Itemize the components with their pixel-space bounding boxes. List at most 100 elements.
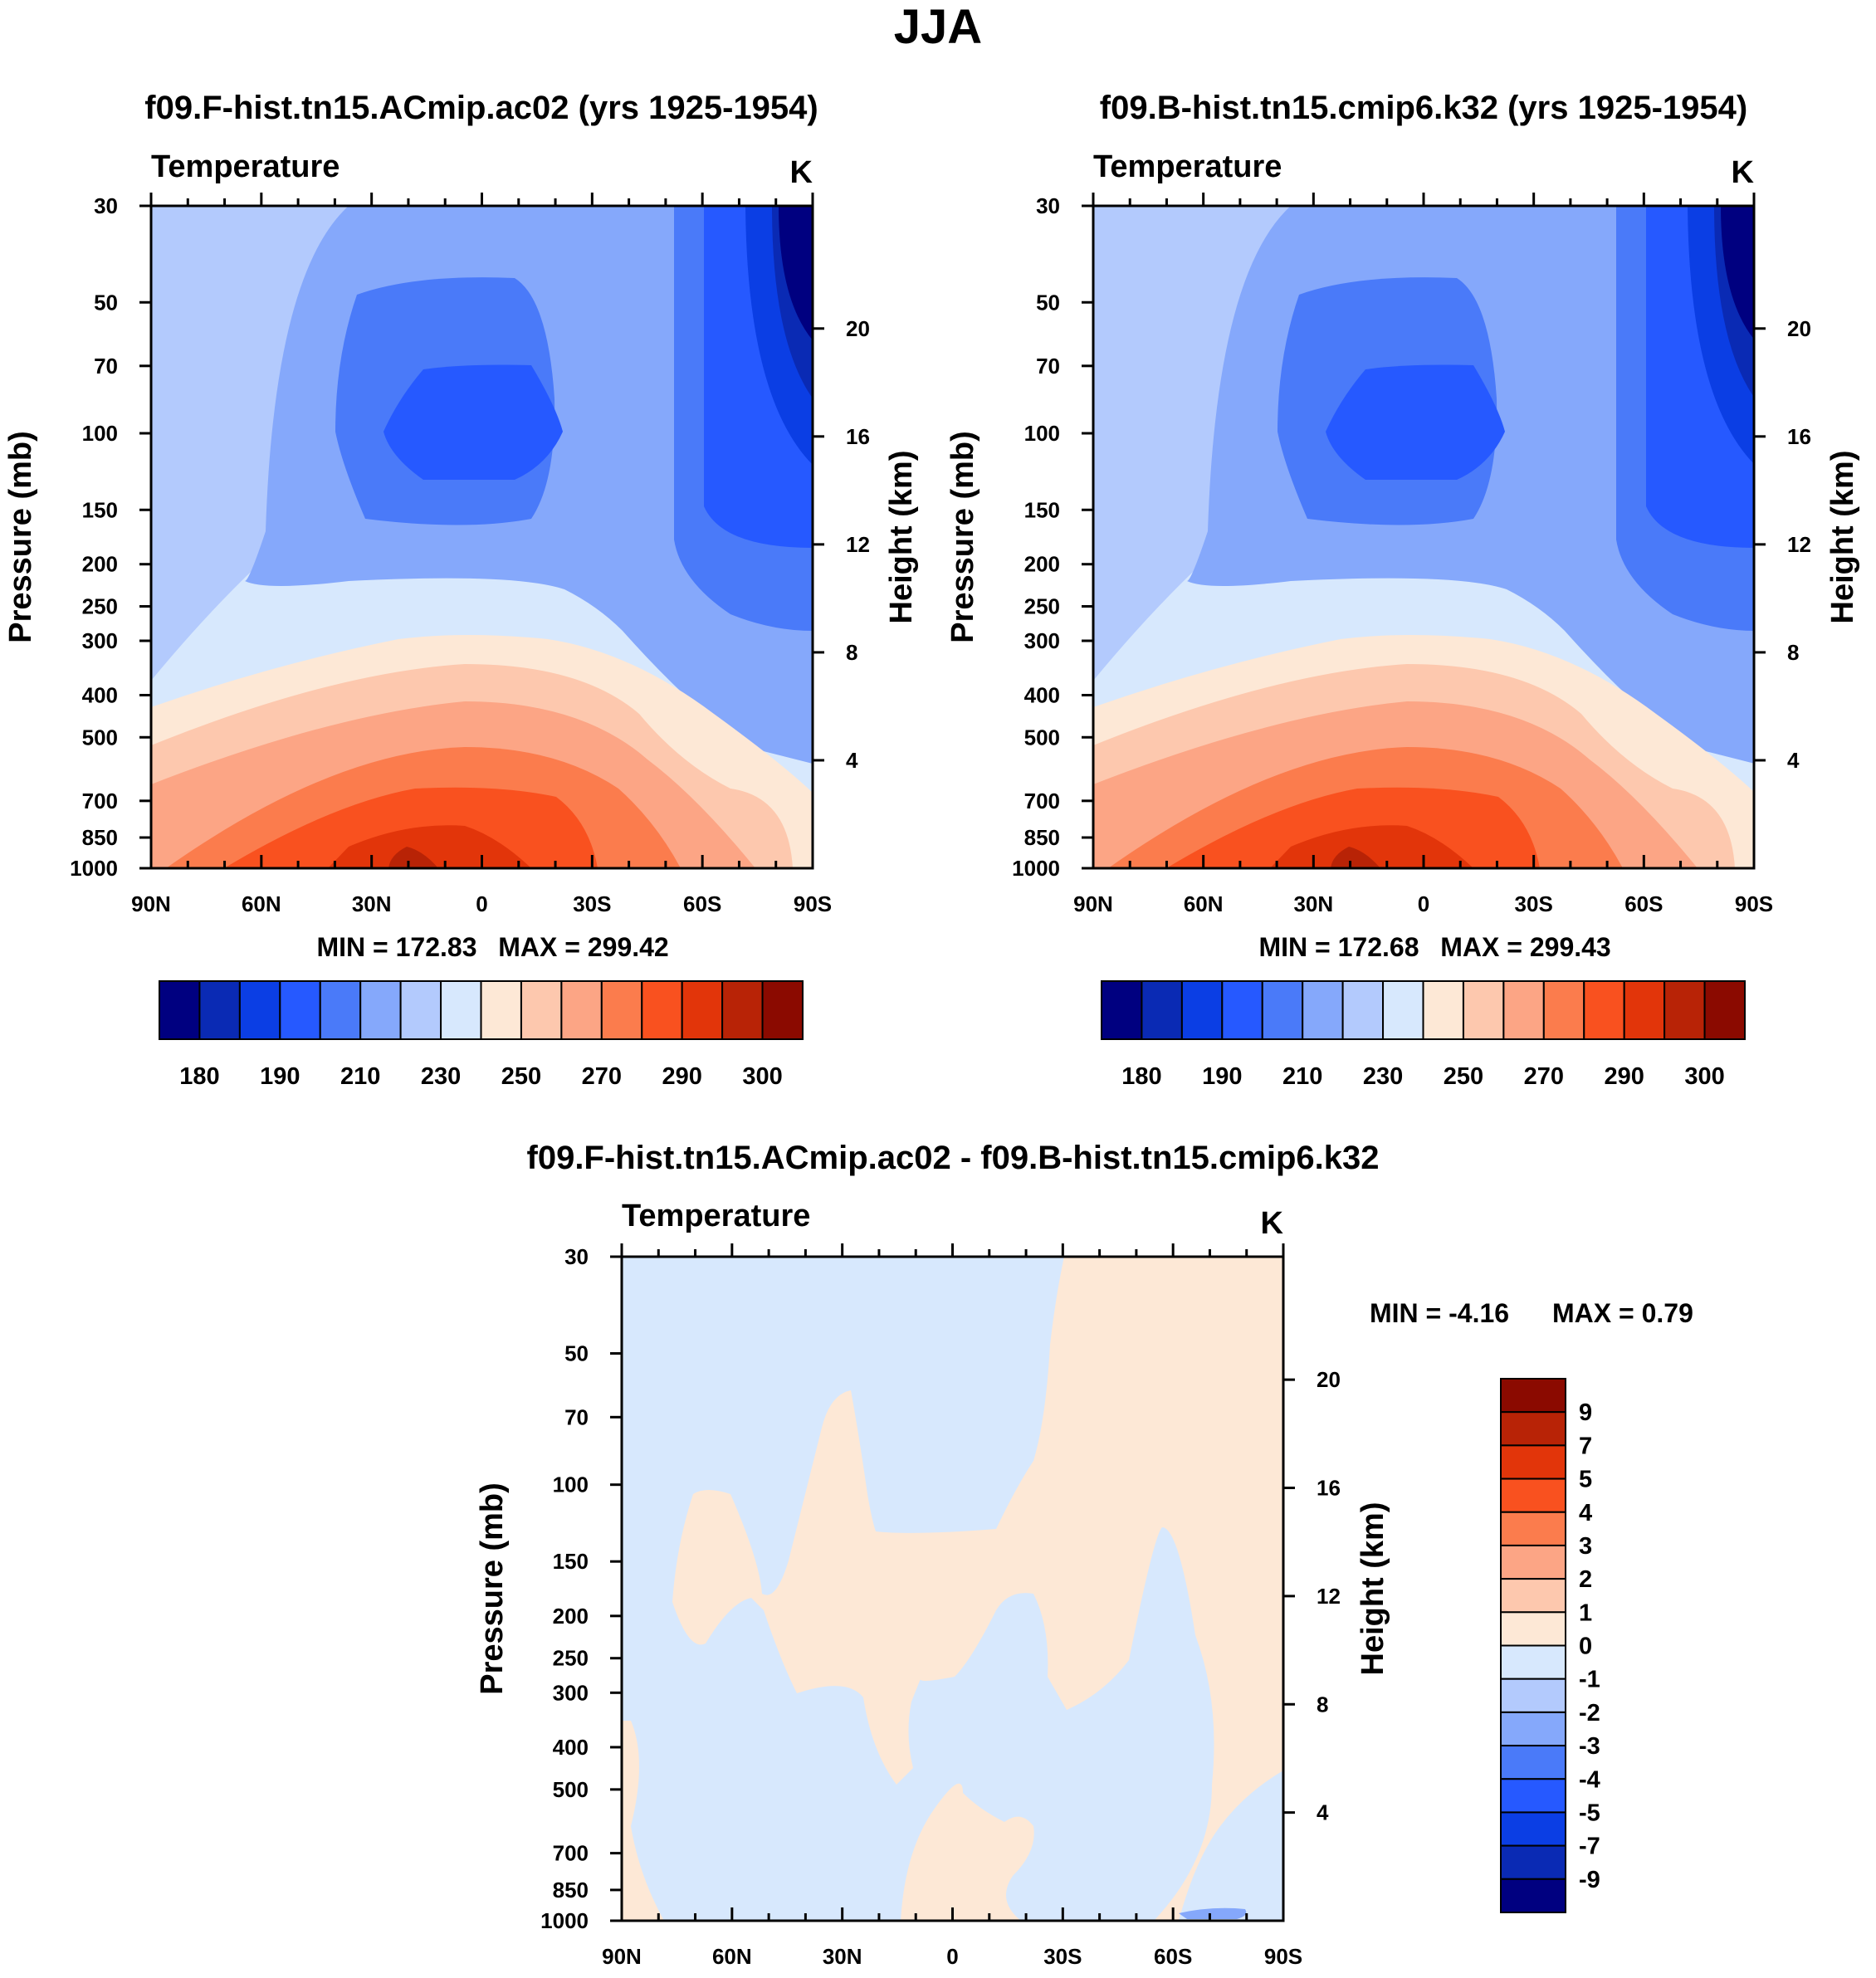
colorbar-swatch [1500,1444,1566,1480]
x-tick-label: 0 [946,1944,958,1969]
y2-tick-label: 20 [1787,316,1811,341]
y2-tick-label: 12 [1317,1584,1341,1609]
colorbar-swatch [1500,1544,1566,1580]
y-ticks: 30 50 70 100 150 200 250 300 400 500 700 850 1000 [540,1244,622,1933]
contour-field [1093,206,1754,868]
colorbar-swatch [600,980,643,1040]
x-tick-label: 0 [476,891,487,916]
y-tick-label: 300 [1024,628,1060,653]
y-tick-label: 700 [553,1841,589,1866]
colorbar-swatch [1500,1878,1566,1913]
y2-axis-title: Height (km) [884,451,919,624]
colorbar-label: 190 [260,1063,300,1090]
colorbar-swatch [681,980,724,1040]
max-label: MAX = 299.43 [1440,932,1610,962]
colorbar-label: 210 [1282,1063,1322,1090]
contour-field [151,206,813,868]
y2-tick-label: 20 [846,316,870,341]
colorbar-swatch [1542,980,1585,1040]
y-tick-label: 30 [94,193,118,218]
colorbar-label: 230 [1363,1063,1403,1090]
x-tick-label: 30S [1043,1944,1082,1969]
colorbar-label: 180 [1121,1063,1161,1090]
colorbar-swatch [159,980,201,1040]
contour-shapes [622,1257,1283,1921]
colorbar-swatch [1500,1678,1566,1713]
contour-shapes [1093,206,1754,868]
x-tick-label: 60S [683,891,721,916]
colorbar-swatch [1500,1711,1566,1747]
colorbar-label: 270 [1524,1063,1564,1090]
y2-tick-label: 4 [846,748,858,773]
x-tick-label: 90S [794,891,832,916]
colorbar-swatch [1502,980,1545,1040]
contour-shapes [151,206,813,868]
colorbar: 9 7 5 4 3 2 1 0 -1 -2 -3 -4 -5 -7 -9 [1500,1378,1600,1913]
y-tick-label: 1000 [70,856,118,881]
x-tick-label: 30N [352,891,392,916]
y2-tick-label: 12 [1787,532,1811,557]
colorbar-swatch [1382,980,1424,1040]
min-label: MIN = -4.16 [1370,1298,1509,1328]
min-label: MIN = 172.83 [317,932,477,962]
y-tick-label: 250 [553,1646,589,1671]
y-tick-label: 200 [82,552,118,577]
y-tick-label: 30 [564,1244,589,1269]
y-tick-label: 700 [82,789,118,813]
colorbar-label: 0 [1579,1634,1592,1660]
colorbar-swatch [1663,980,1706,1040]
colorbar-swatch [1703,980,1746,1040]
colorbar-swatch [641,980,683,1040]
y2-tick-label: 8 [1317,1692,1328,1717]
y2-tick-label: 16 [1317,1476,1341,1501]
x-tick-label: 90N [1073,891,1113,916]
x-tick-label: 60N [1184,891,1224,916]
colorbar-label: -4 [1579,1766,1600,1793]
figure-title: JJA [894,0,982,54]
colorbar-swatch [1500,1811,1566,1847]
colorbar-swatch [761,980,804,1040]
colorbar-label: 180 [179,1063,219,1090]
colorbar-label: 7 [1579,1433,1592,1459]
colorbar-label: -9 [1579,1867,1600,1893]
variable-label: Temperature [1093,149,1282,184]
y-tick-label: 700 [1024,789,1060,813]
y-tick-label: 300 [82,628,118,653]
colorbar-label: 250 [1444,1063,1483,1090]
y-tick-label: 30 [1036,193,1060,218]
colorbar-swatch [1500,1578,1566,1614]
x-tick-label: 60S [1154,1944,1192,1969]
max-label: MAX = 299.42 [498,932,668,962]
y-tick-label: 70 [94,354,118,379]
x-tick-label: 60N [712,1944,752,1969]
colorbar-swatch [1101,980,1143,1040]
colorbar-label: 270 [582,1063,622,1090]
colorbar-label: 9 [1579,1399,1592,1426]
colorbar-swatch [520,980,563,1040]
colorbar-swatch [1302,980,1344,1040]
colorbar-label: 210 [340,1063,380,1090]
colorbar-label: 5 [1579,1467,1592,1493]
units-label: K [790,155,813,190]
colorbar-label: -3 [1579,1733,1600,1760]
panel-title: f09.B-hist.tn15.cmip6.k32 (yrs 1925-1954… [1100,90,1747,126]
colorbar-swatch [1261,980,1304,1040]
y-axis-title: Pressure (mb) [475,1482,510,1695]
y-tick-label: 200 [553,1604,589,1629]
max-label: MAX = 0.79 [1552,1298,1693,1328]
x-ticks: 90N 60N 30N 0 30S 60S 90S [131,193,832,916]
y2-axis-title: Height (km) [1356,1502,1390,1676]
x-tick-label: 60S [1624,891,1663,916]
units-label: K [1261,1206,1284,1241]
variable-label: Temperature [151,149,340,184]
y-axis-title: Pressure (mb) [3,431,38,643]
x-tick-label: 90S [1735,891,1773,916]
y2-tick-label: 4 [1787,748,1800,773]
x-tick-label: 90N [131,891,171,916]
colorbar: 180 190 210 230 250 270 290 300 [1101,980,1746,1090]
y-tick-label: 400 [1024,682,1060,707]
colorbar-swatch [399,980,442,1040]
colorbar-swatch [1500,1411,1566,1447]
panel-2: f09.B-hist.tn15.cmip6.k32 (yrs 1925-1954… [945,90,1860,1090]
y-tick-label: 300 [553,1680,589,1705]
